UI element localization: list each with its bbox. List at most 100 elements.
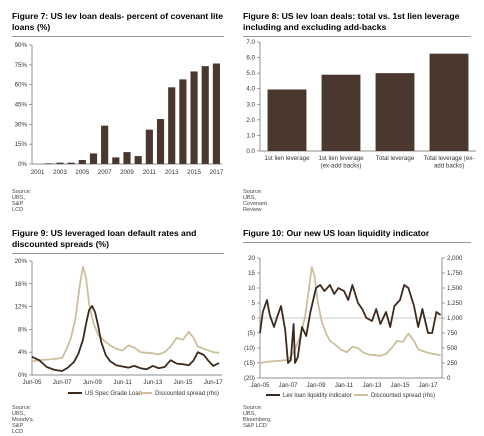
- x-tick-label: 2013: [165, 169, 179, 176]
- y-tick-label: 8%: [18, 326, 27, 333]
- y-tick-label: 0%: [18, 372, 27, 379]
- bar: [156, 119, 165, 164]
- y-tick-label: (5): [247, 330, 255, 337]
- y-tick-label: 4%: [18, 349, 27, 356]
- x-tick-label: Jun-17: [204, 379, 223, 386]
- x-tick-label: Jan-07: [279, 382, 298, 389]
- y-tick-label: 5.0: [246, 70, 255, 77]
- x-tick-label: 2009: [120, 169, 134, 176]
- figure-10-chart: (20) (15) (10) (5) 0 5 10 15 20 0 250 500 750 1,000 1,…: [244, 255, 463, 399]
- bar: [168, 87, 176, 164]
- bar: [89, 153, 98, 164]
- y-tick-label: 12%: [15, 304, 28, 311]
- x-tick-label: Jun-11: [113, 379, 132, 386]
- x-tick-label: Jan-05: [251, 382, 270, 389]
- x-tick-label: Jun-09: [83, 379, 102, 386]
- x-tick-label: Total leverage (ex-add backs): [424, 155, 475, 170]
- bar: [67, 162, 75, 164]
- y-rhs-tick-label: 2,000: [447, 255, 463, 262]
- figure-10-source: Source: UBS, Bloomberg, S&P LCD: [243, 405, 272, 429]
- bar: [321, 74, 361, 151]
- series-line: [31, 265, 220, 363]
- y-tick-label: 1.0: [246, 132, 255, 139]
- y-tick-label: (20): [244, 375, 255, 382]
- figure-8-chart: 0.0 1.0 2.0 3.0 4.0 5.0 6.0 7.0 1st lien leverag…: [246, 39, 476, 170]
- bar: [134, 156, 142, 164]
- x-tick-label: Jun-07: [53, 379, 72, 386]
- y-rhs-tick-label: 1,500: [447, 285, 463, 292]
- series-line: [259, 284, 442, 364]
- y-tick-label: 7.0: [246, 39, 255, 46]
- y-tick-label: 0%: [18, 161, 27, 168]
- legend-label: Lev loan liquidity indicator: [283, 393, 352, 399]
- bar: [123, 152, 131, 164]
- figure-10-title: Figure 10: Our new US loan liquidity ind…: [243, 228, 430, 238]
- bar: [429, 53, 469, 151]
- figure-9-source: Source: UBS, Moody's, S&P LCD: [12, 405, 35, 435]
- y-tick-label: 5: [252, 300, 256, 307]
- x-tick-label: Total leverage: [376, 155, 415, 162]
- y-rhs-tick-label: 1,250: [447, 300, 463, 307]
- y-rhs-tick-label: 0: [447, 375, 451, 382]
- x-tick-label: Jan-13: [363, 382, 382, 389]
- figure-9-chart: 0% 4% 8% 12% 16% 20% Jun-05 Jun-07 Jun-09 Jun-11 J…: [15, 258, 224, 397]
- y-tick-label: 90%: [15, 42, 28, 49]
- y-tick-label: 0.0: [246, 148, 255, 155]
- y-tick-label: 75%: [15, 62, 28, 69]
- series-line: [259, 266, 441, 364]
- y-rhs-tick-label: 500: [447, 345, 458, 352]
- bar: [56, 162, 64, 164]
- bar: [267, 89, 307, 151]
- y-tick-label: 4.0: [246, 86, 255, 93]
- y-tick-label: 2.0: [246, 117, 255, 124]
- y-tick-label: 16%: [15, 281, 28, 288]
- x-tick-label: 2007: [98, 169, 112, 176]
- x-tick-label: 2003: [53, 169, 67, 176]
- y-tick-label: 3.0: [246, 101, 255, 108]
- figure-8-rule: [243, 36, 471, 37]
- figure-7-source: Source: UBS, S&P LCD: [12, 189, 32, 213]
- y-tick-label: 20: [248, 255, 255, 262]
- x-tick-label: 2011: [143, 169, 157, 176]
- y-tick-label: 20%: [15, 258, 28, 265]
- bar: [201, 66, 209, 164]
- x-tick-label: Jun-15: [174, 379, 193, 386]
- y-rhs-tick-label: 1,750: [447, 270, 463, 277]
- y-tick-label: 45%: [15, 102, 28, 109]
- figure-8-title: Figure 8: US lev loan deals: total vs. 1…: [243, 11, 460, 32]
- series-line: [31, 305, 220, 372]
- x-tick-label: 2017: [210, 169, 224, 176]
- legend-label: Discounted spread (rhs): [371, 393, 435, 399]
- bar: [179, 79, 187, 164]
- bar: [145, 129, 153, 164]
- y-rhs-tick-label: 250: [447, 360, 458, 367]
- legend-label: Discounted spread (rhs): [155, 391, 219, 397]
- figure-9-rule: [12, 253, 224, 254]
- x-tick-label: Jan-09: [307, 382, 326, 389]
- bar: [375, 73, 415, 151]
- y-rhs-tick-label: 750: [447, 330, 458, 337]
- x-tick-label: Jan-11: [335, 382, 354, 389]
- y-tick-label: 6.0: [246, 55, 255, 62]
- bar: [45, 163, 53, 164]
- x-tick-label: Jun-05: [23, 379, 42, 386]
- y-tick-label: 30%: [15, 121, 28, 128]
- bar: [101, 125, 109, 164]
- bar: [190, 71, 198, 164]
- figure-10-rule: [243, 242, 471, 243]
- legend-label: US Spec Grade Loan: [85, 391, 142, 397]
- x-tick-label: Jun-13: [143, 379, 162, 386]
- x-tick-label: Jan-15: [391, 382, 410, 389]
- figure-8-source: Source: UBS, Covenant Review: [243, 189, 267, 213]
- x-tick-label: 1st lien leverage: [264, 155, 310, 162]
- bar: [112, 157, 120, 164]
- y-tick-label: 15%: [15, 141, 28, 148]
- y-tick-label: 60%: [15, 82, 28, 89]
- y-tick-label: (15): [244, 360, 255, 367]
- y-tick-label: 0: [252, 315, 256, 322]
- figure-7-title: Figure 7: US lev loan deals- percent of …: [12, 11, 224, 32]
- x-tick-label: 1st lien leverage (ex-add backs): [318, 155, 364, 170]
- x-tick-label: 2001: [31, 169, 45, 176]
- bar: [212, 63, 220, 164]
- x-tick-label: 2015: [187, 169, 201, 176]
